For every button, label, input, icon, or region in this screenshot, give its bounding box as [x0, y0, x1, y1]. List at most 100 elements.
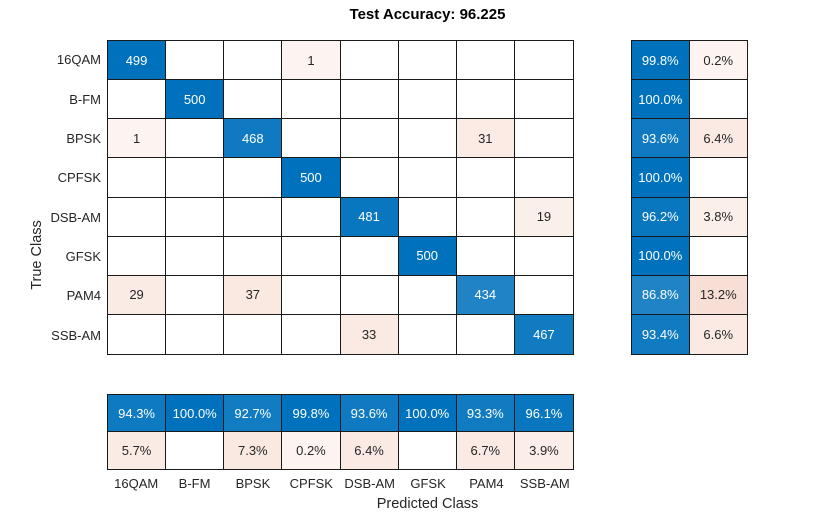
matrix-cell: [514, 119, 573, 159]
row-label: CPFSK: [57, 170, 101, 186]
col-label: SSB-AM: [519, 475, 570, 491]
matrix-cell: [514, 275, 573, 315]
matrix-cell: [398, 41, 457, 81]
col-label: CPFSK: [289, 475, 333, 491]
matrix-cell: [340, 119, 399, 159]
matrix-cell: [398, 119, 457, 159]
row-summary-cell: 0.2%: [689, 41, 747, 81]
col-summary-cell: [166, 432, 225, 469]
matrix-cell: 37: [224, 275, 283, 315]
row-summary-cell: 96.2%: [632, 197, 690, 237]
matrix-cell: [166, 119, 225, 159]
matrix-cell: 1: [108, 119, 167, 159]
col-summary-cell: 3.9%: [514, 432, 573, 469]
matrix-cell: [514, 158, 573, 198]
matrix-cell: [340, 275, 399, 315]
chart-title: Test Accuracy: 96.225: [349, 6, 506, 23]
col-summary-cell: 0.2%: [282, 432, 341, 469]
row-label: B-FM: [69, 91, 101, 107]
row-labels: 16QAM B-FM BPSK CPFSK DSB-AM GFSK PAM4 SSB-AM: [0, 40, 101, 355]
matrix-cell: 31: [456, 119, 515, 159]
col-labels: 16QAM B-FM BPSK CPFSK DSB-AM GFSK PAM4 SSB-AM: [107, 475, 574, 491]
row-summary-grid: 99.8% 0.2% 100.0% 93.6% 6.4% 100.0% 96.2% 3.8% 1…: [631, 40, 748, 355]
x-axis-label: Predicted Class: [376, 496, 479, 512]
row-label: 16QAM: [56, 52, 101, 68]
matrix-cell: [108, 80, 167, 120]
row-label: BPSK: [66, 130, 101, 146]
matrix-cell: [166, 197, 225, 237]
row-summary-cell: 100.0%: [632, 80, 690, 120]
matrix-cell: [398, 275, 457, 315]
matrix-cell: [340, 236, 399, 276]
matrix-cell: [166, 236, 225, 276]
row-label: SSB-AM: [51, 327, 101, 343]
matrix-cell: [224, 80, 283, 120]
matrix-cell: [456, 80, 515, 120]
row-summary-cell: 6.6%: [689, 314, 747, 354]
col-summary-cell: 100.0%: [166, 395, 225, 432]
matrix-cell: 481: [340, 197, 399, 237]
row-summary-cell: 13.2%: [689, 275, 747, 315]
row-label: PAM4: [66, 288, 101, 304]
matrix-cell: [456, 197, 515, 237]
matrix-cell: [166, 314, 225, 354]
col-summary-cell: 7.3%: [224, 432, 283, 469]
matrix-cell: 434: [456, 275, 515, 315]
confusion-matrix-grid: 499 1 500 1 468 31 500 481 19 500 29 37 434 33 467: [107, 40, 574, 355]
col-summary-cell: 99.8%: [282, 395, 341, 432]
matrix-cell: [224, 41, 283, 81]
col-summary-cell: 93.3%: [456, 395, 515, 432]
matrix-cell: 467: [514, 314, 573, 354]
col-summary-cell: 94.3%: [108, 395, 167, 432]
matrix-cell: [398, 314, 457, 354]
col-summary-cell: 93.6%: [340, 395, 399, 432]
matrix-cell: 468: [224, 119, 283, 159]
matrix-cell: [166, 275, 225, 315]
matrix-cell: [166, 158, 225, 198]
matrix-cell: [340, 80, 399, 120]
row-summary-cell: 93.6%: [632, 119, 690, 159]
matrix-cell: [224, 158, 283, 198]
matrix-cell: [224, 236, 283, 276]
matrix-cell: [108, 236, 167, 276]
col-summary-cell: 96.1%: [514, 395, 573, 432]
matrix-cell: [456, 314, 515, 354]
matrix-cell: [282, 119, 341, 159]
col-label: B-FM: [178, 475, 211, 491]
matrix-cell: [282, 197, 341, 237]
matrix-cell: [108, 158, 167, 198]
matrix-cell: [282, 80, 341, 120]
matrix-cell: 500: [166, 80, 225, 120]
col-label: DSB-AM: [344, 475, 395, 491]
matrix-cell: 19: [514, 197, 573, 237]
matrix-cell: [398, 158, 457, 198]
matrix-cell: 33: [340, 314, 399, 354]
matrix-cell: [224, 197, 283, 237]
matrix-cell: [456, 236, 515, 276]
row-summary-cell: [689, 236, 747, 276]
matrix-cell: [398, 80, 457, 120]
col-label: 16QAM: [114, 475, 159, 491]
matrix-cell: [282, 275, 341, 315]
col-summary-cell: 6.4%: [340, 432, 399, 469]
col-summary-cell: 100.0%: [398, 395, 457, 432]
matrix-cell: [456, 41, 515, 81]
row-summary-cell: 86.8%: [632, 275, 690, 315]
row-summary-cell: 99.8%: [632, 41, 690, 81]
row-label: DSB-AM: [50, 209, 101, 225]
matrix-cell: [282, 236, 341, 276]
matrix-cell: 500: [398, 236, 457, 276]
column-summary-grid: 94.3% 100.0% 92.7% 99.8% 93.6% 100.0% 93.3% 96.…: [107, 394, 574, 470]
matrix-cell: [166, 41, 225, 81]
col-summary-cell: 6.7%: [456, 432, 515, 469]
row-summary-cell: 100.0%: [632, 158, 690, 198]
matrix-cell: 500: [282, 158, 341, 198]
matrix-cell: [398, 197, 457, 237]
row-summary-cell: [689, 80, 747, 120]
matrix-cell: [340, 41, 399, 81]
row-summary-cell: 6.4%: [689, 119, 747, 159]
matrix-cell: 29: [108, 275, 167, 315]
matrix-cell: [514, 80, 573, 120]
matrix-cell: 1: [282, 41, 341, 81]
row-summary-cell: 100.0%: [632, 236, 690, 276]
